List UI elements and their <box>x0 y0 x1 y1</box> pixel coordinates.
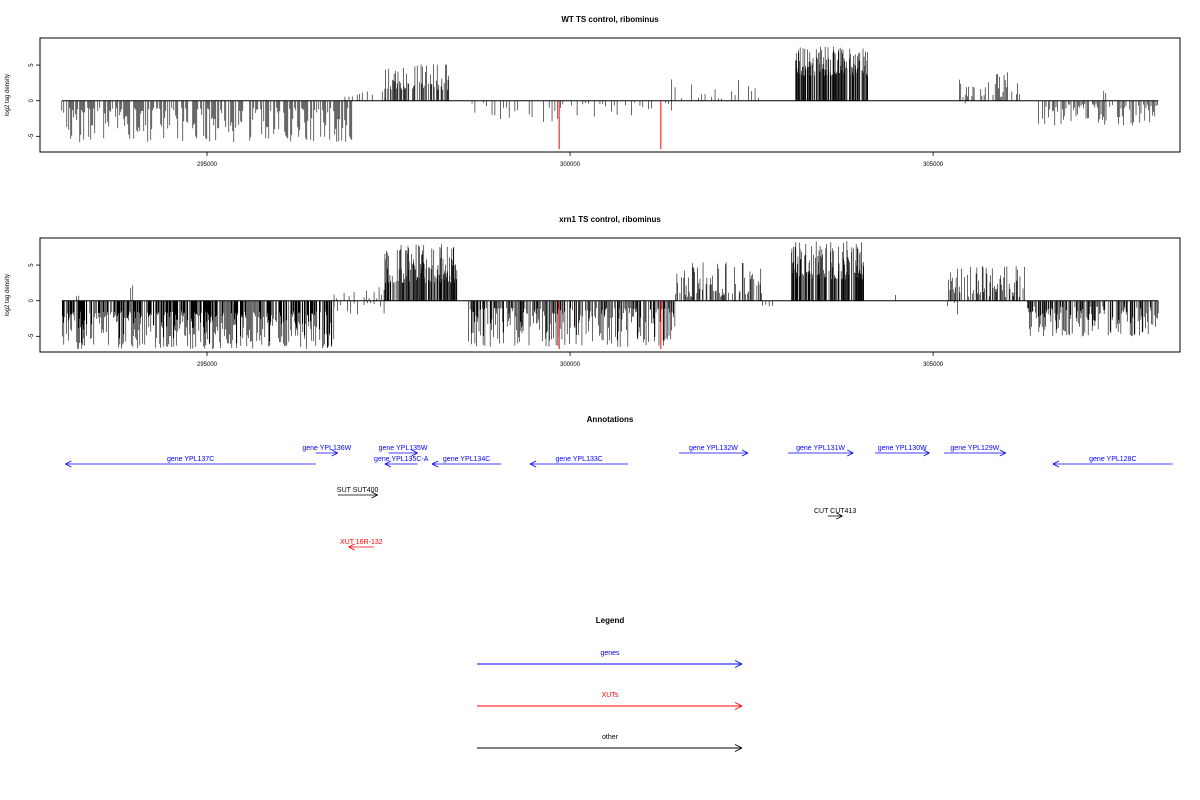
panel-xrn1-x-axis: 295000 300000 305000 <box>197 352 944 368</box>
xrn1-y-tick-label: 0 <box>29 298 35 302</box>
annotation-arrowhead <box>65 463 72 468</box>
annotation-arrowhead <box>371 491 378 496</box>
annotation-label: gene YPL137C <box>167 456 214 463</box>
annotation-arrowhead <box>847 452 854 457</box>
legend-arrowhead <box>734 660 743 665</box>
annotation-arrowhead <box>1052 463 1060 468</box>
panel-xrn1-y-axis-label: log2 tag density <box>5 274 11 316</box>
wt-x-tick-label: 305000 <box>923 162 944 168</box>
wt-x-tick-label: 295000 <box>197 162 218 168</box>
annotation-arrowhead <box>331 452 338 457</box>
annotation-label: gene YPL132W <box>689 445 738 452</box>
panel-wt-title: WT TS control, ribominus <box>561 15 659 24</box>
panel-xrn1-title: xrn1 TS control, ribominus <box>559 215 661 224</box>
annotation-arrowhead <box>529 460 537 465</box>
panel-xrn1-bars <box>61 241 1159 350</box>
panel-wt: WT TS control, ribominus log2 tag densit… <box>5 15 1181 168</box>
annotations-title: Annotations <box>587 415 634 424</box>
legend-arrowhead <box>734 705 743 710</box>
annotation-label: SUT SUT400 <box>337 487 379 494</box>
legend-items: genes XUTs other <box>477 650 743 752</box>
annotation-arrowhead <box>923 452 930 457</box>
annotation-arrowhead <box>384 463 392 468</box>
annotation-label: gene YPL135W <box>379 445 428 452</box>
annotation-arrowhead <box>741 449 749 454</box>
annotation-arrowhead <box>348 546 355 551</box>
annotation-arrowhead <box>529 463 537 468</box>
wt-y-tick-label: 5 <box>29 63 35 67</box>
annotation-arrowhead <box>836 512 843 517</box>
annotation-arrowhead <box>1052 460 1060 465</box>
annotation-arrowhead <box>65 460 72 465</box>
legend-arrowhead <box>734 747 743 752</box>
panel-xrn1-y-axis: 5 0 -5 <box>29 263 40 339</box>
annotation-label: gene YPL130W <box>878 445 927 452</box>
legend: Legend genes XUTs other <box>477 616 743 752</box>
annotation-label: gene YPL129W <box>950 445 999 452</box>
annotation-arrowhead <box>331 449 338 454</box>
annotation-label: CUT CUT413 <box>814 508 856 515</box>
annotation-label: gene YPL135C-A <box>374 456 429 463</box>
annotation-arrowhead <box>431 463 439 468</box>
annotation-label: gene YPL128C <box>1089 456 1136 463</box>
annotation-arrowhead <box>999 449 1006 454</box>
annotation-label: gene YPL134C <box>443 456 490 463</box>
annotation-arrowhead <box>836 515 843 520</box>
wt-y-tick-label: -5 <box>29 133 35 139</box>
annotation-arrowhead <box>411 449 418 454</box>
panel-xrn1-plot-frame <box>39 237 1181 353</box>
annotation-arrowhead <box>371 494 378 499</box>
legend-label: genes <box>600 650 620 657</box>
panel-wt-y-axis-label: log2 tag density <box>5 74 11 116</box>
annotation-arrowhead <box>411 452 418 457</box>
xrn1-x-tick-label: 295000 <box>197 362 218 368</box>
legend-label: XUTs <box>602 692 619 699</box>
annotation-arrowhead <box>923 449 930 454</box>
wt-x-tick-label: 300000 <box>560 162 581 168</box>
annotation-arrowhead <box>999 452 1006 457</box>
panel-wt-y-axis: 5 0 -5 <box>29 63 40 139</box>
legend-title: Legend <box>596 616 625 625</box>
xrn1-x-tick-label: 305000 <box>923 362 944 368</box>
annotation-label: gene YPL133C <box>555 456 602 463</box>
panel-xrn1: xrn1 TS control, ribominus log2 tag dens… <box>5 215 1181 368</box>
legend-arrowhead <box>734 744 743 749</box>
annotation-arrowhead <box>348 543 355 548</box>
panel-wt-x-axis: 295000 300000 305000 <box>197 152 944 168</box>
legend-arrowhead <box>734 663 743 668</box>
annotation-arrowhead <box>431 460 439 465</box>
annotation-label: gene YPL136W <box>302 445 351 452</box>
legend-label: other <box>602 734 619 741</box>
xrn1-x-tick-label: 300000 <box>560 362 581 368</box>
xrn1-y-tick-label: -5 <box>29 333 35 339</box>
annotation-arrowhead <box>384 460 392 465</box>
panel-wt-bars <box>61 46 1159 150</box>
annotation-label: XUT 16R-132 <box>340 539 383 546</box>
panel-wt-plot-frame <box>39 37 1181 153</box>
annotation-arrowhead <box>741 452 749 457</box>
wt-y-tick-label: 0 <box>29 98 35 102</box>
annotation-arrowhead <box>847 449 854 454</box>
annotation-features: gene YPL137C gene YPL136W gene YPL135W gene… <box>65 445 1173 551</box>
xrn1-y-tick-label: 5 <box>29 263 35 267</box>
legend-arrowhead <box>734 702 743 707</box>
annotation-label: gene YPL131W <box>796 445 845 452</box>
